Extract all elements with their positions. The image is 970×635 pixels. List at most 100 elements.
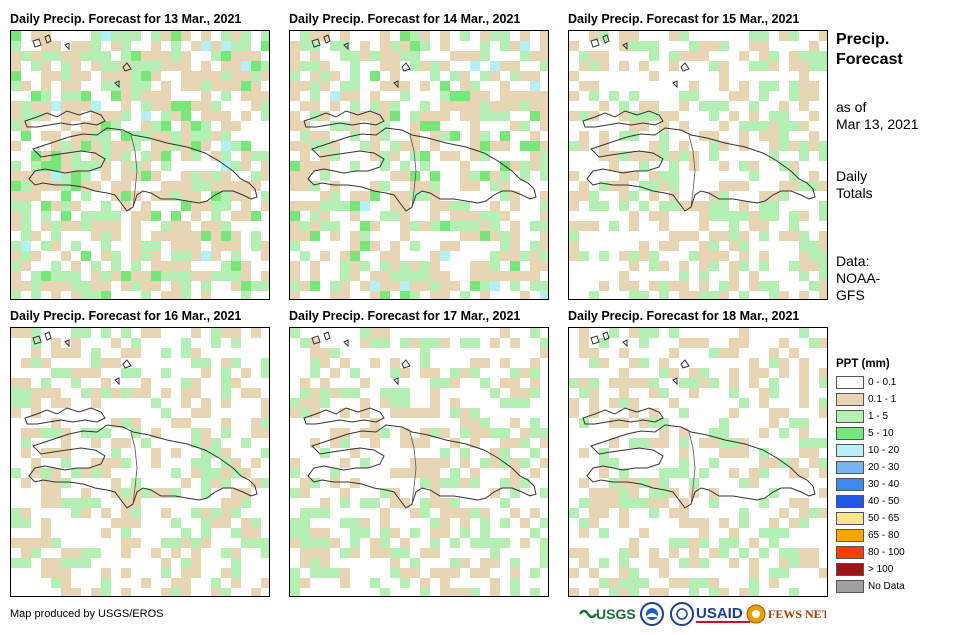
precip-cell (440, 131, 450, 141)
precip-cell (729, 181, 739, 191)
precip-cell (460, 51, 470, 61)
precip-cell (201, 121, 211, 131)
precip-cell (350, 528, 360, 538)
precip-cell (31, 388, 41, 398)
precip-cell (619, 201, 629, 211)
precip-cell (619, 558, 629, 568)
precip-cell (91, 131, 101, 141)
precip-cell (579, 221, 589, 231)
precip-cell (161, 568, 171, 578)
precip-cell (789, 231, 799, 241)
precip-cell (31, 181, 41, 191)
precip-cell (749, 221, 759, 231)
legend-swatch (836, 427, 864, 440)
precip-cell (231, 271, 241, 281)
precip-cell (41, 61, 51, 71)
precip-cell (799, 61, 809, 71)
precip-cell (300, 338, 310, 348)
precip-cell (221, 151, 231, 161)
precip-cell (390, 201, 400, 211)
legend-item: > 100 (836, 563, 893, 576)
precip-cell (430, 251, 440, 261)
precip-cell (619, 111, 629, 121)
precip-cell (540, 101, 548, 111)
precip-cell (729, 408, 739, 418)
precip-cell (819, 378, 827, 388)
precip-cell (211, 111, 221, 121)
precip-cell (530, 328, 540, 338)
precip-cell (500, 378, 510, 388)
precip-cell (81, 141, 91, 151)
precip-cell (151, 141, 161, 151)
precip-cell (729, 538, 739, 548)
precip-cell (510, 578, 520, 588)
precip-cell (141, 91, 151, 101)
precip-cell (201, 181, 211, 191)
precip-cell (171, 221, 181, 231)
precip-cell (669, 241, 679, 251)
precip-cell (460, 508, 470, 518)
precip-cell (211, 231, 221, 241)
legend-item: 80 - 100 (836, 546, 905, 559)
precip-cell (221, 111, 231, 121)
precip-cell (81, 161, 91, 171)
precip-cell (599, 51, 609, 61)
precip-cell (420, 41, 430, 51)
precip-cell (340, 578, 350, 588)
precip-cell (251, 428, 261, 438)
precip-cell (799, 368, 809, 378)
precip-cell (131, 61, 141, 71)
precip-cell (500, 211, 510, 221)
precip-cell (181, 291, 191, 299)
precip-cell (510, 508, 520, 518)
precip-cell (779, 121, 789, 131)
precip-cell (121, 181, 131, 191)
precip-cell (739, 548, 749, 558)
precip-cell (21, 478, 31, 488)
precip-cell (619, 388, 629, 398)
precip-cell (231, 31, 241, 41)
precip-cell (350, 81, 360, 91)
precip-cell (430, 368, 440, 378)
precip-cell (629, 538, 639, 548)
precip-cell (221, 81, 231, 91)
precip-cell (749, 478, 759, 488)
precip-cell (71, 61, 81, 71)
precip-cell (81, 368, 91, 378)
precip-cell (161, 91, 171, 101)
precip-cell (41, 71, 51, 81)
precip-cell (450, 241, 460, 251)
precip-cell (540, 261, 548, 271)
precip-cell (629, 588, 639, 596)
precip-cell (759, 81, 769, 91)
precip-cell (689, 388, 699, 398)
precip-cell (141, 151, 151, 161)
precip-cell (749, 568, 759, 578)
precip-cell (819, 151, 827, 161)
precip-cell (460, 81, 470, 91)
precip-cell (440, 61, 450, 71)
precip-cell (11, 71, 21, 81)
precip-cell (739, 201, 749, 211)
precip-cell (31, 231, 41, 241)
precip-cell (350, 261, 360, 271)
precip-cell (21, 191, 31, 201)
precip-cell (211, 211, 221, 221)
fews-net-logo: FEWS NET (746, 602, 830, 633)
precip-cell (470, 181, 480, 191)
fews-net-logo-text: FEWS NET (768, 607, 826, 621)
precip-cell (619, 478, 629, 488)
precip-cell (191, 271, 201, 281)
precip-cell (350, 388, 360, 398)
precip-cell (251, 101, 261, 111)
precip-cell (221, 31, 231, 41)
precip-cell (11, 31, 21, 41)
precip-cell (579, 528, 589, 538)
forecast-map-4 (10, 327, 270, 597)
precip-cell (789, 91, 799, 101)
precip-cell (81, 388, 91, 398)
precip-cell (669, 368, 679, 378)
precip-cell (500, 231, 510, 241)
precip-cell (450, 408, 460, 418)
precip-cell (769, 568, 779, 578)
